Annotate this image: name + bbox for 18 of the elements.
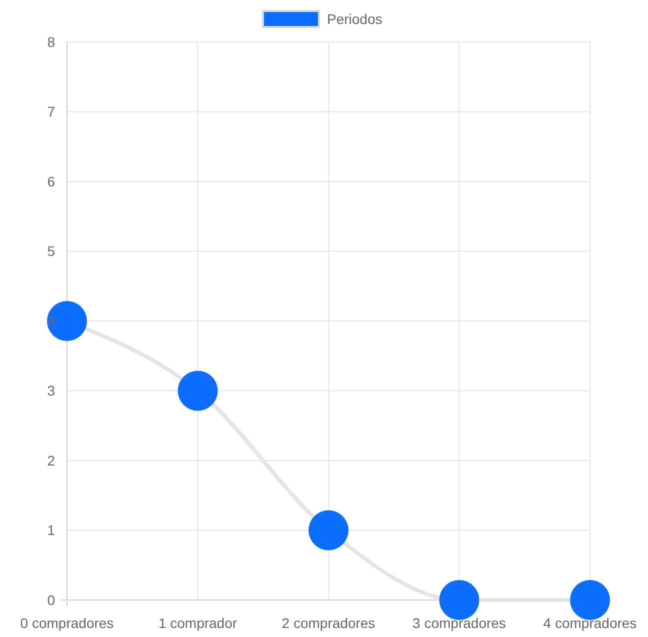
legend-label: Periodos (327, 10, 382, 27)
y-tick-label: 7 (47, 104, 56, 120)
y-tick-label: 0 (47, 592, 56, 608)
point (308, 510, 348, 550)
y-tick-label: 1 (47, 522, 56, 538)
y-tick-label: 5 (47, 243, 56, 260)
x-tick-label: 3 compradores (412, 615, 506, 631)
point (178, 370, 218, 411)
x-tick-label: 0 compradores (20, 615, 114, 631)
x-tick-label: 1 comprador (158, 615, 238, 631)
y-tick-label: 8 (47, 34, 56, 50)
point (47, 301, 87, 341)
y-tick-label: 3 (47, 382, 56, 399)
y-tick-label: 2 (47, 452, 56, 468)
x-tick-label: 4 compradores (543, 615, 637, 631)
y-tick-label: 4 (47, 312, 56, 329)
y-tick-label: 6 (47, 173, 56, 190)
x-tick-label: 2 compradores (282, 615, 376, 631)
